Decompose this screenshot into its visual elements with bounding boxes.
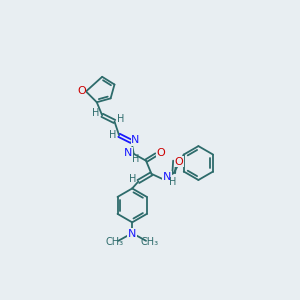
Text: O: O xyxy=(156,148,165,158)
Text: H: H xyxy=(109,130,117,140)
Text: O: O xyxy=(77,86,86,96)
Text: H: H xyxy=(169,177,176,187)
Text: N: N xyxy=(131,135,140,145)
Text: N: N xyxy=(163,172,171,182)
Text: N: N xyxy=(128,229,136,239)
Text: N: N xyxy=(124,148,133,158)
Text: O: O xyxy=(175,157,184,166)
Text: H: H xyxy=(117,114,124,124)
Text: H: H xyxy=(92,108,100,118)
Text: CH₃: CH₃ xyxy=(141,237,159,247)
Text: H: H xyxy=(128,174,136,184)
Text: CH₃: CH₃ xyxy=(105,237,124,247)
Text: H: H xyxy=(132,154,139,164)
